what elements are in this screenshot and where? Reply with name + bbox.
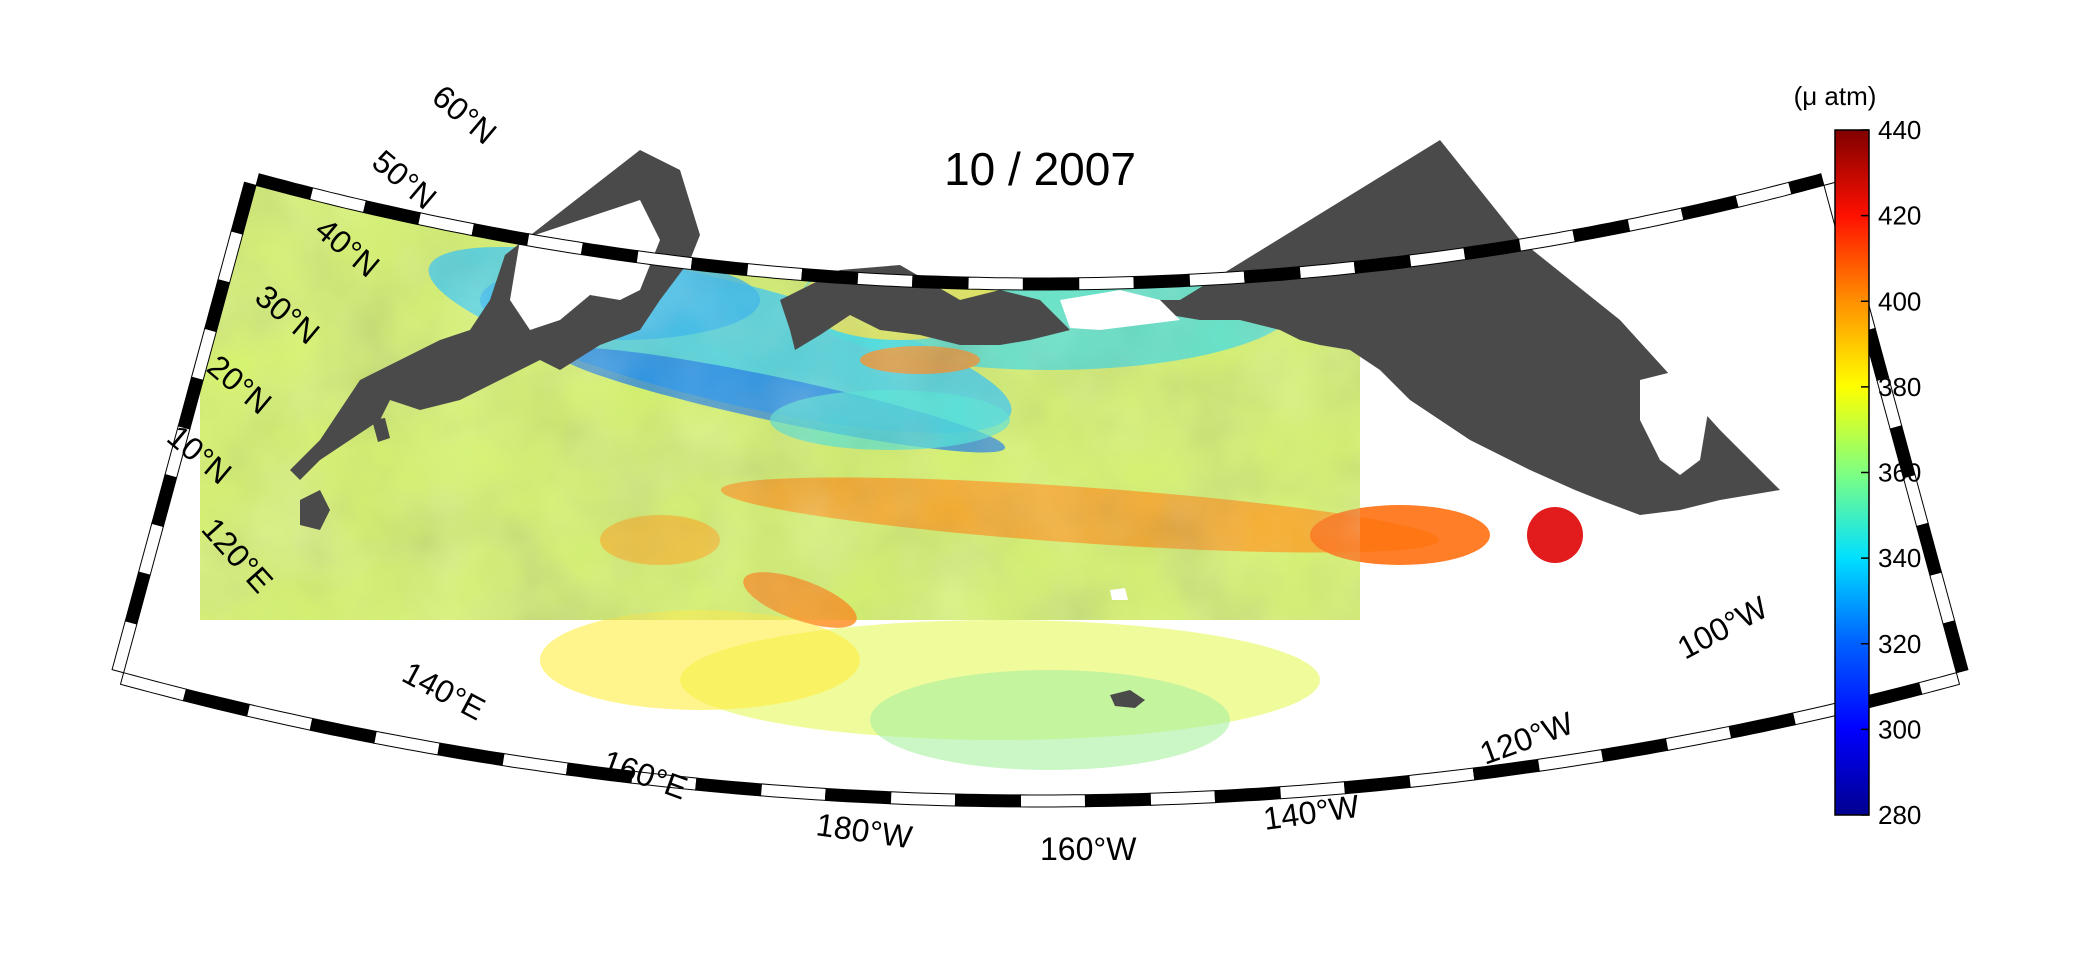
frame-bottom-segment [1664, 725, 1733, 751]
land-kamchatka [780, 265, 1070, 350]
colorbar-tick-label: 320 [1878, 629, 1921, 659]
frame-top-segment [1788, 173, 1825, 195]
colorbar-tick-label: 420 [1878, 201, 1921, 231]
colorbar-unit: (μ atm) [1794, 81, 1877, 111]
colorbar-tick-label: 300 [1878, 714, 1921, 744]
frame-bottom-segment [246, 703, 314, 731]
colorbar-tick-label: 360 [1878, 458, 1921, 488]
lon-label: 160°W [1040, 831, 1137, 867]
frame-bottom-segment [824, 787, 892, 805]
frame-bottom-segment [759, 783, 827, 801]
frame-bottom-segment [1408, 767, 1476, 788]
frame-top-segment [1626, 207, 1685, 232]
frame-side-segment [124, 571, 151, 625]
frame-top-segment [1734, 181, 1793, 209]
frame-bottom-segment [1728, 712, 1796, 739]
frame-bottom-segment [182, 688, 250, 717]
colorbar: (μ atm) 440 420 400 380 360 340 320 300 280 [1794, 81, 1922, 830]
frame-side-segment [151, 474, 178, 528]
frame-bottom-segment [119, 672, 188, 702]
frame-bottom-segment [1149, 790, 1217, 806]
frame-bottom-segment [954, 793, 1021, 808]
land-hawaii [1110, 690, 1145, 708]
lon-label: 160°E [598, 743, 693, 807]
frame-top-segment [856, 271, 914, 288]
frame-side-segment [111, 620, 138, 674]
frame-top-segment [967, 276, 1024, 291]
frame-bottom-segment [501, 753, 569, 776]
frame-side-segment [1929, 571, 1956, 625]
frame-side-segment [1942, 620, 1969, 674]
frame-top-segment [1680, 195, 1739, 221]
colorbar-tick-label: 380 [1878, 372, 1921, 402]
frame-top-segment [1188, 270, 1246, 287]
frame-bottom-segment [1020, 794, 1087, 808]
map-title: 10 / 2007 [944, 143, 1136, 195]
frame-bottom-segment [309, 717, 377, 744]
colorbar-tick-label: 440 [1878, 115, 1921, 145]
frame-top-segment [1022, 277, 1080, 291]
land-taiwan [372, 418, 390, 442]
frame-bottom-segment [437, 742, 505, 767]
frame-bottom-segment [695, 777, 763, 797]
land-philippines [300, 490, 330, 530]
lon-label: 140°E [397, 654, 491, 727]
frame-top-segment [1518, 229, 1576, 252]
colorbar-tick-label: 400 [1878, 286, 1921, 316]
frame-top-segment [1078, 275, 1135, 291]
frame-bottom-segment [1601, 738, 1669, 762]
frame-bottom-segment [1084, 792, 1152, 808]
frame-side-segment [137, 522, 164, 576]
colorbar-ticks: 440 420 400 380 360 340 320 300 280 [1861, 115, 1921, 830]
frame-bottom-segment [373, 730, 441, 756]
lat-label: 60°N [426, 78, 504, 152]
frame-bottom-segment [889, 791, 957, 807]
frame-top-segment [911, 274, 969, 290]
lon-label: 100°W [1671, 589, 1774, 666]
frame-top-segment [1133, 273, 1191, 290]
map-frame [111, 173, 1969, 808]
no-data-regions [510, 200, 1710, 600]
frame-bottom-segment [1537, 749, 1605, 772]
colorbar-tick-label: 340 [1878, 543, 1921, 573]
frame-top-segment [1572, 218, 1631, 243]
land-north-america [1120, 140, 1780, 515]
lon-label: 180°W [814, 806, 915, 855]
colorbar-tick-label: 280 [1878, 800, 1921, 830]
frame-bottom-segment [1918, 672, 1961, 695]
